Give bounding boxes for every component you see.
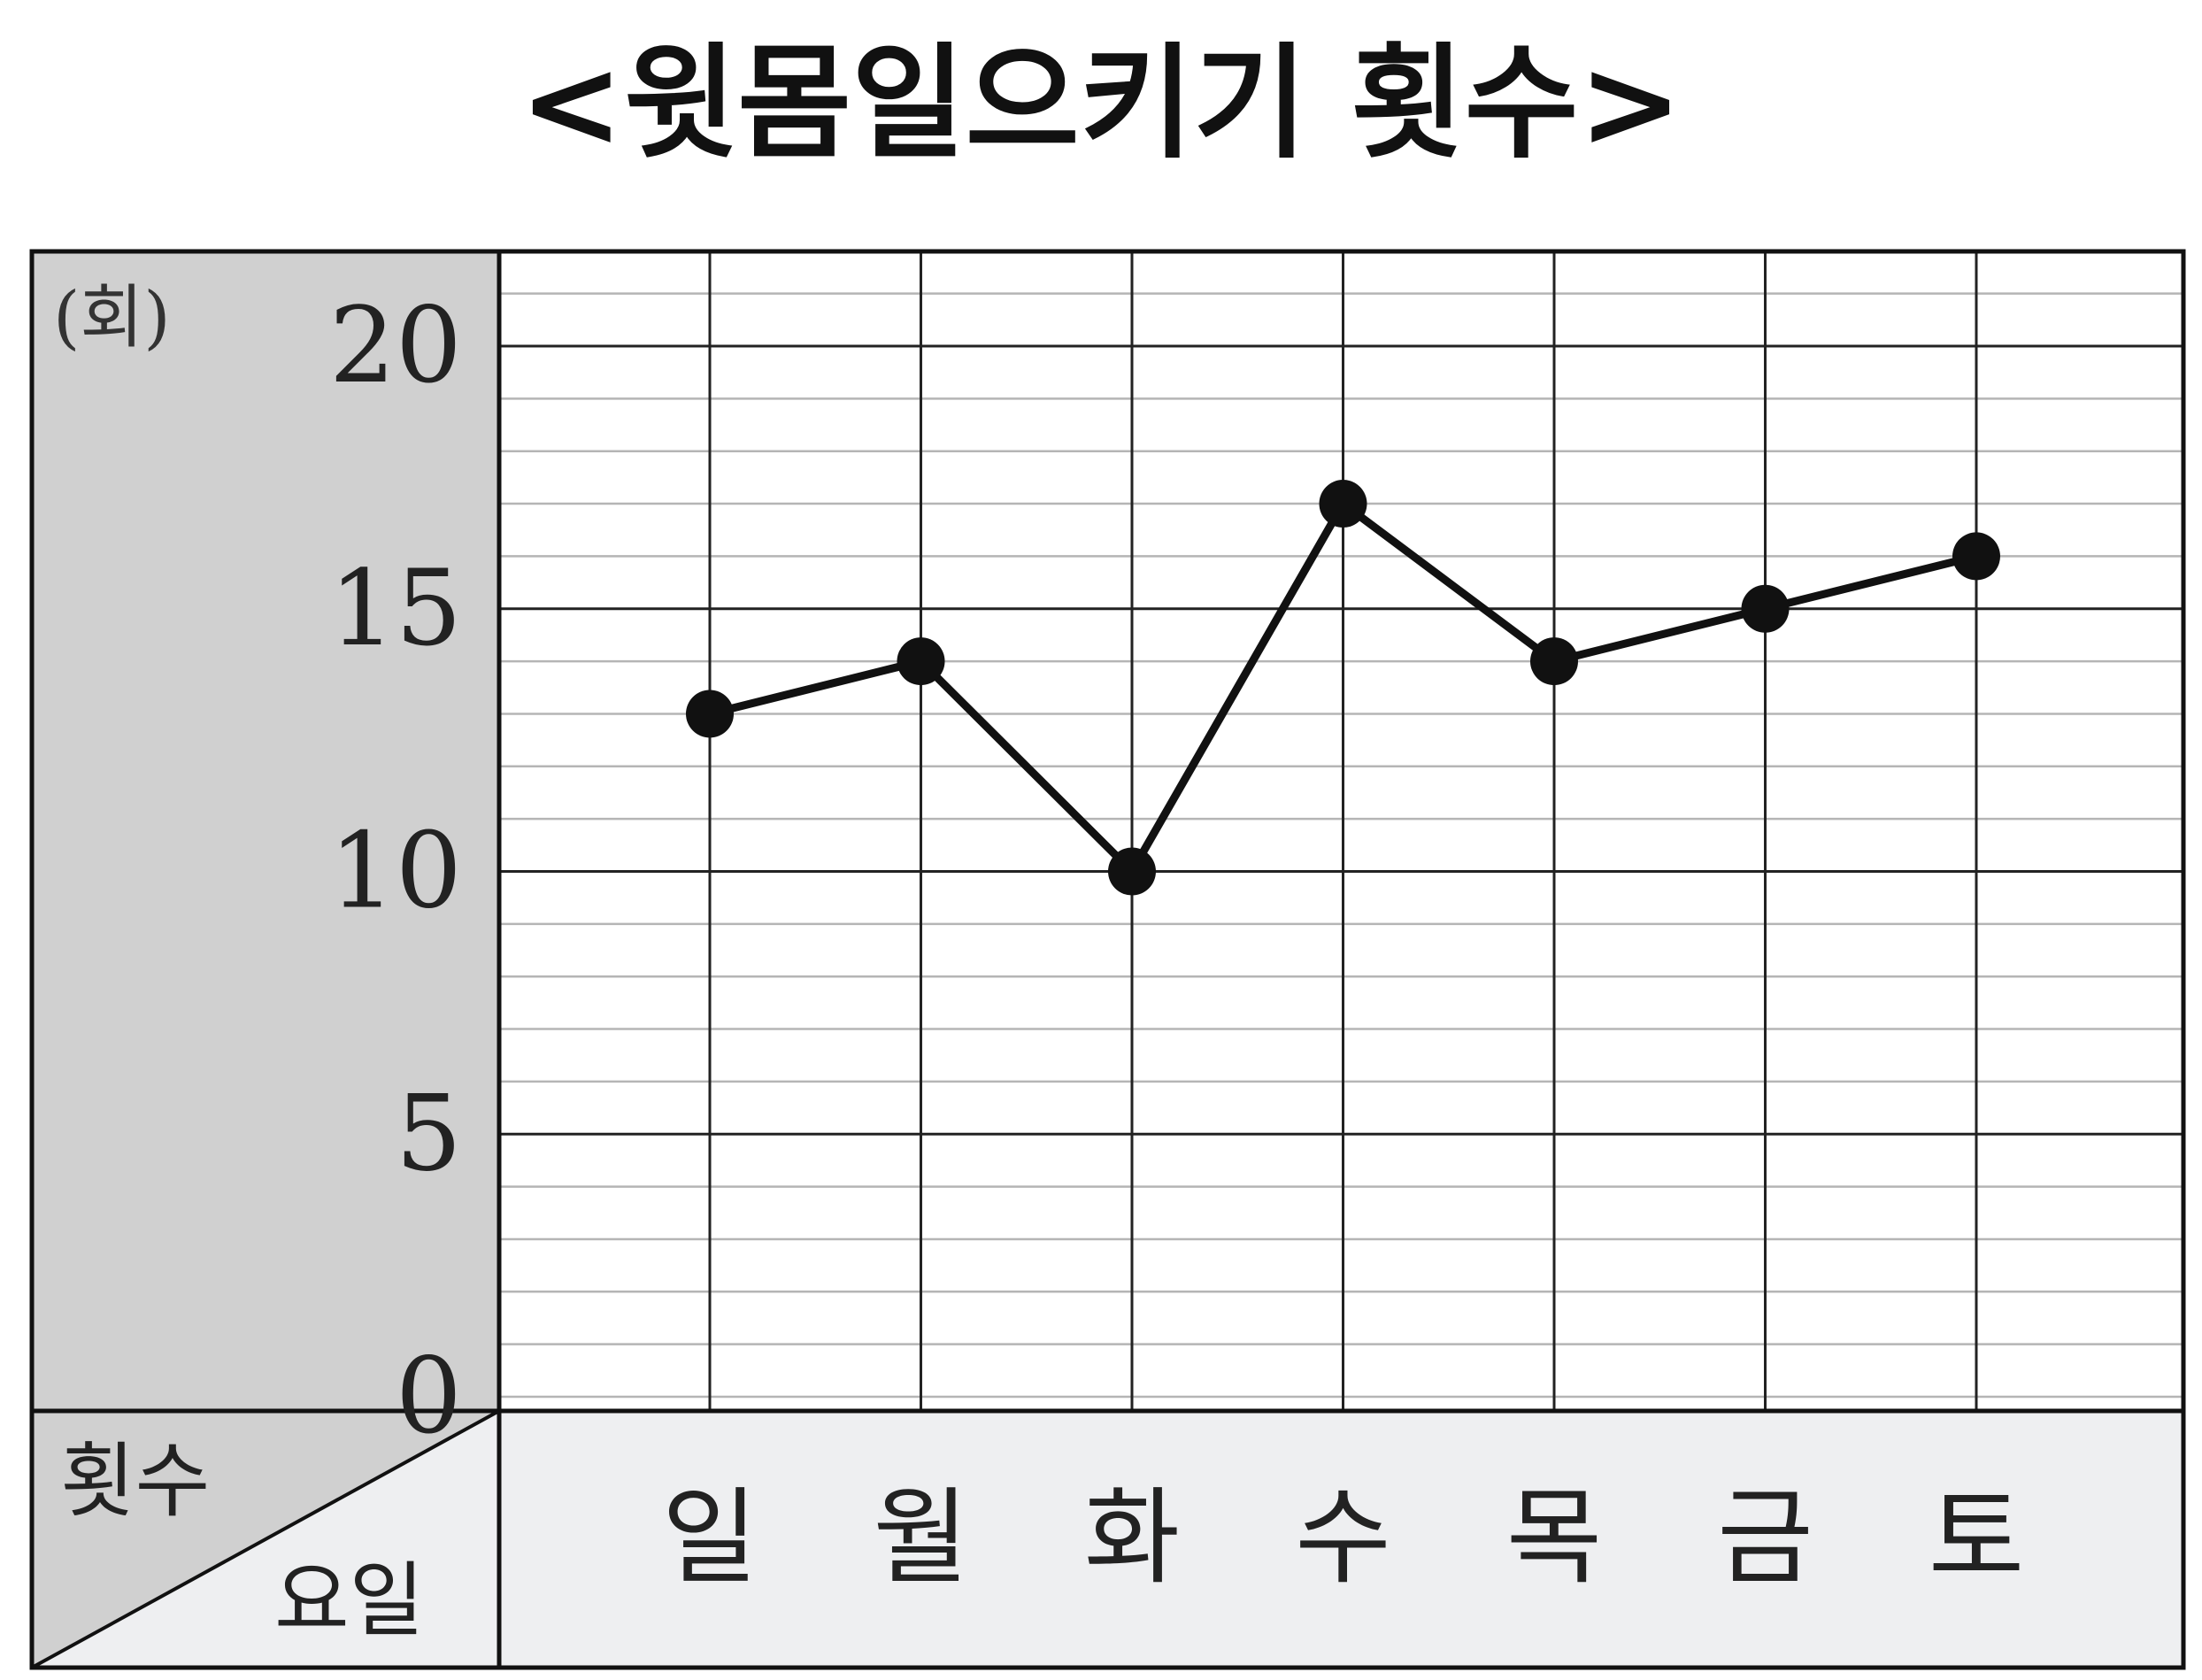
x-tick-label: 토 bbox=[1929, 1476, 2025, 1599]
corner-diagonal bbox=[31, 1409, 500, 1669]
chart-title: <윗몸일으키기 횟수> bbox=[520, 32, 1682, 176]
y-tick-labels: 0 5 10 15 20 bbox=[329, 284, 462, 1457]
corner-bottom-label: 요일 bbox=[274, 1553, 424, 1648]
y-tick-label: 20 bbox=[329, 284, 462, 406]
x-tick-label: 일 bbox=[662, 1476, 758, 1599]
y-axis-unit-label: (회) bbox=[53, 278, 171, 358]
y-axis-panel bbox=[32, 251, 499, 1411]
chart-frame bbox=[29, 249, 2186, 1670]
x-tick-label: 월 bbox=[873, 1476, 969, 1599]
data-point bbox=[686, 690, 734, 738]
data-point bbox=[1741, 584, 1790, 633]
data-point bbox=[1108, 847, 1156, 896]
corner-top-label: 횟수 bbox=[60, 1434, 210, 1529]
category-panel bbox=[499, 1411, 2183, 1668]
x-tick-label: 화 bbox=[1084, 1476, 1181, 1599]
data-point bbox=[897, 637, 945, 686]
y-tick-label: 15 bbox=[329, 547, 462, 669]
x-tick-label: 목 bbox=[1506, 1476, 1603, 1599]
x-tick-label: 수 bbox=[1295, 1476, 1391, 1599]
data-point bbox=[1952, 532, 2000, 581]
y-tick-label: 0 bbox=[396, 1335, 462, 1457]
y-tick-label: 10 bbox=[329, 810, 462, 932]
outer-border bbox=[29, 249, 2186, 1670]
grid bbox=[499, 251, 2183, 1411]
data-point bbox=[1319, 480, 1367, 528]
y-tick-label: 5 bbox=[396, 1072, 462, 1194]
x-tick-label: 금 bbox=[1717, 1476, 1813, 1599]
data-series bbox=[686, 480, 2000, 896]
data-point bbox=[1530, 637, 1578, 686]
